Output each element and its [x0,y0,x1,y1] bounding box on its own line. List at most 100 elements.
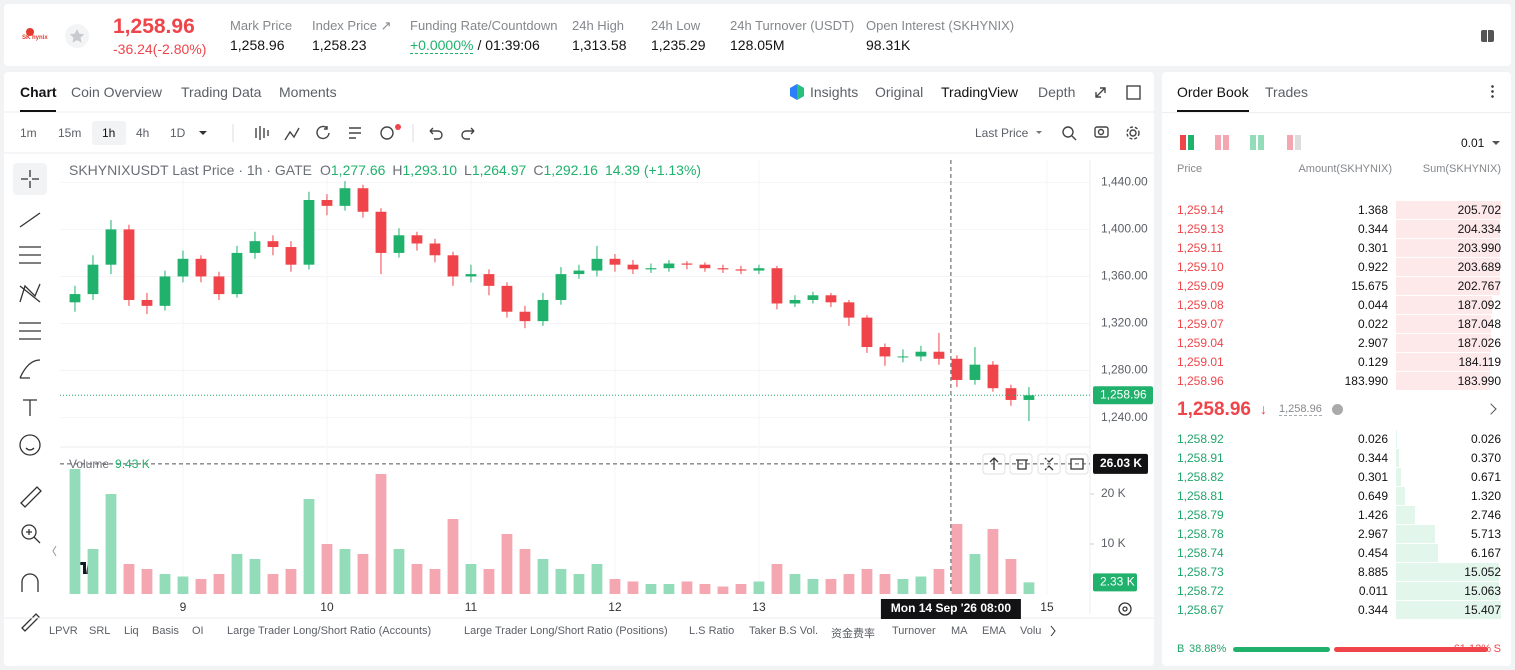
view-tab[interactable]: Depth [1038,84,1076,100]
candle-body [825,295,837,303]
book-mode[interactable] [1250,135,1264,150]
stat-value: 1,235.29 [651,37,706,53]
tab[interactable]: Coin Overview [71,84,163,100]
candle-body [933,351,945,359]
menu-dots[interactable] [1491,84,1494,98]
indicator[interactable]: MA [951,625,968,637]
volume-bar [789,574,801,594]
tab[interactable]: Trading Data [181,84,262,100]
header-icon[interactable] [1478,26,1498,46]
indicator[interactable]: 资金费率 [831,628,875,640]
candle-body [663,263,675,269]
interval[interactable]: 1m [20,126,37,140]
buy-label: 38.88% [1189,643,1227,655]
depth-bar [1396,525,1435,543]
settings-button[interactable] [1118,602,1132,616]
column-header: Price [1177,163,1203,175]
indicator[interactable]: Large Trader Long/Short Ratio (Positions… [464,625,668,637]
tab[interactable]: Chart [20,84,57,100]
window-button[interactable] [1126,85,1141,100]
interval[interactable]: 1D [170,126,186,140]
book-tab[interactable]: Order Book [1177,84,1249,100]
candle-body [303,199,315,265]
volume-bar [411,564,423,594]
volume-bar [843,574,855,594]
indicator[interactable]: Large Trader Long/Short Ratio (Accounts) [227,625,432,637]
book-amount: 0.922 [1357,260,1388,274]
indicator[interactable]: OI [192,625,204,637]
volume-bar [681,581,693,594]
candle-body [195,258,207,277]
book-amount: 0.301 [1357,470,1388,484]
indicator[interactable]: Basis [152,625,179,637]
book-amount: 1.368 [1357,203,1388,217]
dropdown-arrow[interactable] [199,131,207,135]
indicator[interactable]: Taker B.S Vol. [749,625,819,637]
drawing-tools[interactable] [19,170,42,632]
interval[interactable]: 4h [136,126,150,140]
candle-body [879,347,891,357]
fullscreen-button[interactable] [1095,87,1106,98]
interval[interactable]: 15m [58,126,82,140]
book-price: 1,258.91 [1177,451,1224,465]
depth-bar [1396,258,1500,276]
book-amount: 0.011 [1358,584,1388,598]
price-type[interactable]: Last Price [975,126,1029,140]
candle-body [591,258,603,271]
book-price: 1,258.79 [1177,508,1224,522]
book-sum: 184.119 [1458,355,1502,369]
book-amount: 0.044 [1357,298,1388,312]
book-mode[interactable] [1180,135,1194,150]
candle-body [159,276,171,306]
legend-key: L [464,162,472,178]
dropdown-arrow[interactable] [1492,141,1500,149]
dropdown-arrow[interactable] [1036,131,1042,134]
indicator[interactable]: Turnover [892,625,936,637]
candle-body [501,285,513,312]
volume-bar [1005,559,1017,594]
indicator[interactable]: LPVR [49,625,78,637]
view-tab[interactable]: Original [875,84,924,100]
indicator[interactable]: Liq [124,625,139,637]
price-change: -36.24(-2.80%) [113,41,207,57]
book-sum: 15.407 [1464,603,1501,617]
book-sum: 15.052 [1464,565,1501,579]
book-price: 1,259.11 [1177,241,1223,255]
stat-label: 24h High [572,18,625,33]
book-price: 1,259.10 [1177,260,1224,274]
volume-bar [339,549,351,594]
book-tab[interactable]: Trades [1265,84,1309,100]
candle-body [645,268,657,270]
view-tab[interactable]: Insights [810,84,859,100]
book-mode[interactable] [1287,135,1301,150]
book-sum: 0.370 [1470,451,1501,465]
indicator[interactable]: Volu [1020,625,1042,637]
volume-bar [555,569,567,594]
candle-body [1023,395,1035,400]
toolbar-icons[interactable] [255,125,1140,141]
scroll-right[interactable] [1050,625,1056,637]
volume-bar [519,549,531,594]
book-mode[interactable] [1215,135,1229,150]
legend-value: 1,293.10 [402,162,458,178]
indicator[interactable]: EMA [982,625,1006,637]
candle-body [375,211,387,253]
volume-bar [807,579,819,594]
tab[interactable]: Moments [279,84,337,100]
indicator[interactable]: SRL [89,625,111,637]
candle-body [735,269,747,271]
view-tab[interactable]: TradingView [941,84,1019,100]
precision[interactable]: 0.01 [1461,136,1485,150]
book-price: 1,259.14 [1177,203,1224,217]
book-mode-part [1258,135,1264,150]
book-sum: 15.063 [1464,584,1501,598]
book-amount: 0.129 [1357,355,1388,369]
book-amount: 0.344 [1357,222,1388,236]
collapse-button[interactable] [52,545,57,557]
candle-body [555,274,567,300]
y-tick-label: 1,400.00 [1101,222,1148,236]
volume-bar [393,549,405,594]
interval[interactable]: 1h [102,126,116,140]
indicator[interactable]: L.S Ratio [689,625,735,637]
candle-body [177,258,189,277]
